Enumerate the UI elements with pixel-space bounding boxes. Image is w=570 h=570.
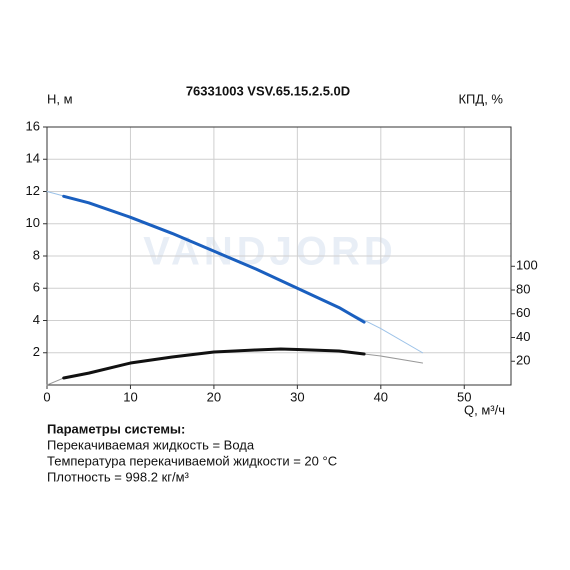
curve bbox=[62, 194, 366, 324]
y2-tick-label: 60 bbox=[516, 305, 530, 320]
x-tick-label: 0 bbox=[43, 389, 50, 404]
x-tick-label: 40 bbox=[374, 389, 388, 404]
y-tick-label: 8 bbox=[33, 247, 40, 262]
y-tick-label: 14 bbox=[26, 151, 40, 166]
y-tick-label: 4 bbox=[33, 312, 40, 327]
chart-title: 76331003 VSV.65.15.2.5.0D bbox=[186, 83, 350, 98]
y2-tick-label: 20 bbox=[516, 353, 530, 368]
y-tick-label: 2 bbox=[33, 344, 40, 359]
curve bbox=[46, 348, 424, 386]
x-tick-label: 10 bbox=[123, 389, 137, 404]
x-axis-label: Q, м³/ч bbox=[464, 402, 505, 417]
curve bbox=[62, 347, 366, 380]
params-title: Параметры системы: bbox=[47, 421, 185, 436]
x-tick-label: 50 bbox=[457, 389, 471, 404]
x-tick-label: 20 bbox=[207, 389, 221, 404]
y2-tick-label: 100 bbox=[516, 258, 538, 273]
y-tick-label: 12 bbox=[26, 183, 40, 198]
params-line: Плотность = 998.2 кг/м³ bbox=[47, 469, 190, 484]
y-tick-label: 10 bbox=[26, 215, 40, 230]
y-axis-label: H, м bbox=[47, 91, 73, 106]
params-line: Перекачиваемая жидкость = Вода bbox=[47, 437, 255, 452]
x-tick-label: 30 bbox=[290, 389, 304, 404]
plot-frame bbox=[46, 126, 512, 386]
y-tick-label: 6 bbox=[33, 280, 40, 295]
y2-axis-label: КПД, % bbox=[458, 91, 503, 106]
watermark: VANDJORD bbox=[143, 230, 397, 274]
y2-tick-label: 40 bbox=[516, 329, 530, 344]
params-line: Температура перекачиваемой жидкости = 20… bbox=[47, 453, 337, 468]
y2-tick-label: 80 bbox=[516, 281, 530, 296]
y-tick-label: 16 bbox=[26, 118, 40, 133]
